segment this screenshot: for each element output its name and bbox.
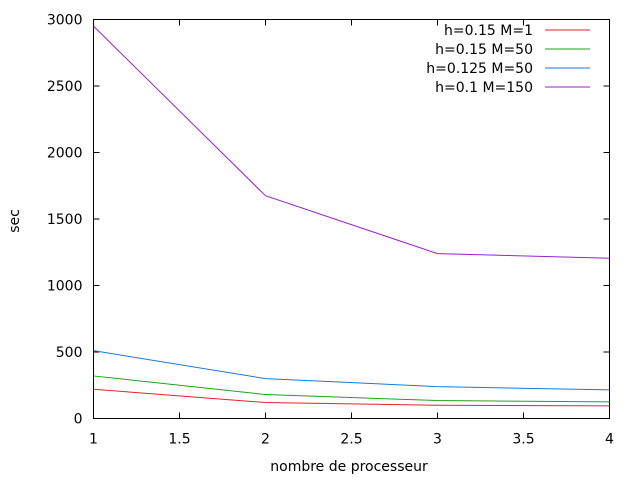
tick-marks	[93, 19, 610, 419]
series-line-2	[93, 375, 610, 403]
x-tick-label: 2.5	[340, 432, 362, 448]
x-tick-label: 4	[605, 432, 614, 448]
series-line-4	[93, 25, 610, 259]
legend-label: h=0.1 M=150	[435, 80, 533, 96]
y-tick-label: 3000	[47, 13, 83, 29]
legend-label: h=0.15 M=1	[444, 23, 533, 39]
legend-label: h=0.125 M=50	[426, 61, 533, 77]
legend-label: h=0.15 M=50	[435, 42, 533, 58]
x-tick-label: 1.5	[168, 432, 190, 448]
x-tick-label: 3	[433, 432, 442, 448]
y-tick-label: 1000	[47, 279, 83, 295]
y-tick-label: 2500	[47, 79, 83, 95]
legend: h=0.15 M=1 h=0.15 M=50 h=0.125 M=50 h=0.1 M…	[426, 23, 590, 96]
series-lines	[93, 25, 610, 407]
x-axis-label: nombre de processeur	[270, 459, 428, 475]
x-tick-label: 3.5	[512, 432, 534, 448]
x-tick-label: 2	[261, 432, 270, 448]
series-line-1	[93, 388, 610, 407]
y-tick-label: 500	[56, 345, 83, 361]
y-axis-label: sec	[7, 209, 23, 233]
x-tick-labels: 1 1.5 2 2.5 3 3.5 4	[89, 432, 614, 448]
y-tick-label: 1500	[47, 212, 83, 228]
y-tick-label: 0	[74, 412, 83, 428]
y-tick-label: 2000	[47, 146, 83, 162]
series-line-3	[93, 350, 610, 391]
x-tick-label: 1	[89, 432, 98, 448]
y-tick-labels: 0 500 1000 1500 2000 2500 3000	[47, 13, 83, 428]
